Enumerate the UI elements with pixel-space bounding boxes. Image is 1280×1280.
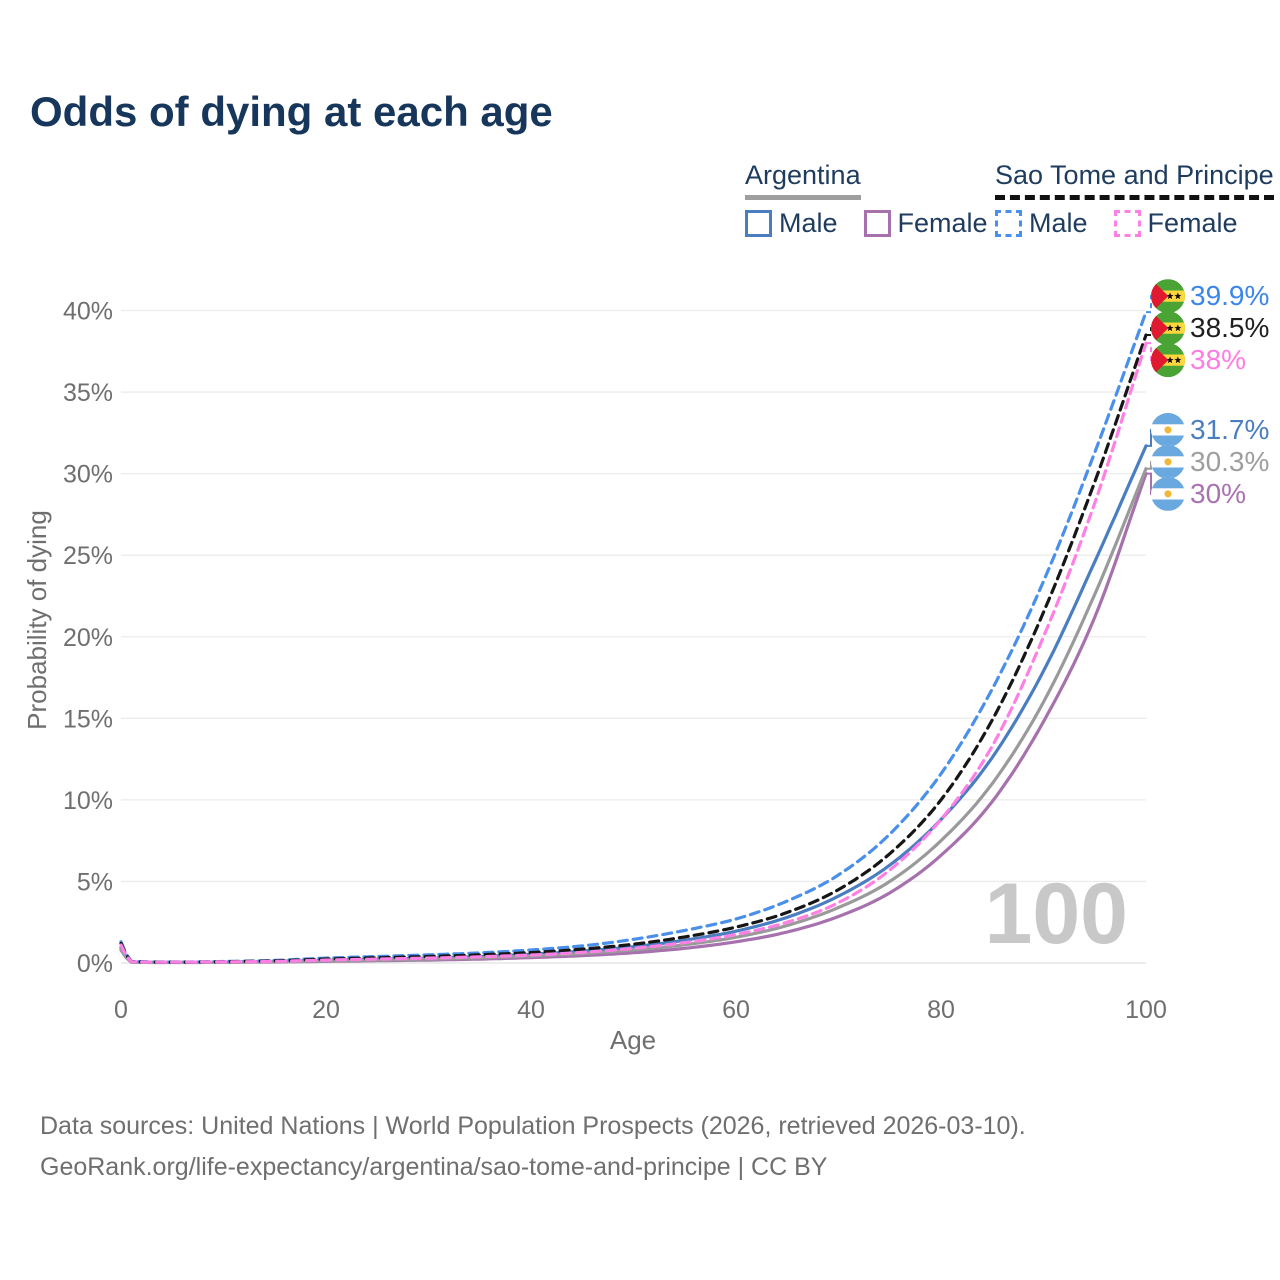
end-label-stp-female: 38% [1190, 344, 1246, 375]
attribution-text: GeoRank.org/life-expectancy/argentina/sa… [40, 1153, 828, 1181]
y-axis-tick-label: 10% [63, 787, 113, 815]
y-axis-tick-label: 0% [77, 950, 113, 978]
x-axis-tick-label: 0 [114, 996, 128, 1024]
argentina-flag-icon [1151, 444, 1185, 479]
x-axis-title: Age [610, 1025, 656, 1055]
footer: Data sources: United Nations | World Pop… [40, 1106, 1026, 1188]
argentina-female-swatch-icon [863, 210, 891, 237]
y-axis-tick-label: 15% [63, 705, 113, 733]
x-axis-tick-label: 40 [517, 996, 545, 1024]
end-label-arg-female: 30% [1190, 478, 1246, 509]
argentina-flag-icon [1151, 412, 1185, 447]
legend-item-sao-tome-male[interactable]: Male [995, 208, 1088, 239]
x-axis-tick-label: 60 [722, 996, 750, 1024]
end-label-arg-male: 31.7% [1190, 414, 1269, 445]
y-axis-tick-label: 35% [63, 379, 113, 407]
legend-item-label: Male [1029, 208, 1088, 238]
x-axis-tick-label: 80 [927, 996, 955, 1024]
sao-tome-female-swatch-icon [1113, 210, 1141, 237]
x-axis-tick-label: 20 [312, 996, 340, 1024]
sao-tome-and-principe-flag-icon [1151, 279, 1185, 314]
sao-tome-and-principe-flag-icon [1151, 343, 1185, 378]
legend-item-sao-tome-female[interactable]: Female [1113, 208, 1238, 239]
page-title: Odds of dying at each age [30, 88, 553, 135]
age-watermark: 100 [985, 866, 1129, 962]
y-axis-tick-label: 30% [63, 461, 113, 489]
legend-heading-sao-tome: Sao Tome and Principe [995, 160, 1274, 200]
y-axis-tick-label: 40% [63, 298, 113, 326]
legend-item-label: Female [897, 208, 988, 238]
sao-tome-and-principe-flag-icon [1151, 311, 1185, 346]
y-axis-title: Probability of dying [22, 510, 52, 730]
argentina-male-swatch-icon [745, 210, 772, 237]
data-sources-text: Data sources: United Nations | World Pop… [40, 1112, 1026, 1140]
end-label-stp-all: 38.5% [1190, 312, 1269, 343]
series-line-stp-female [119, 341, 1148, 964]
argentina-flag-icon [1151, 476, 1185, 511]
legend-group-argentina: Argentina Male Female [745, 160, 1014, 239]
sao-tome-male-swatch-icon [995, 210, 1022, 237]
y-axis-tick-label: 20% [63, 624, 113, 652]
legend-item-label: Female [1147, 208, 1238, 238]
y-axis-tick-label: 25% [63, 542, 113, 570]
y-axis-tick-label: 5% [77, 868, 113, 896]
legend-item-argentina-female[interactable]: Female [863, 208, 988, 239]
legend-heading-argentina: Argentina [745, 160, 861, 200]
x-axis-tick-label: 100 [1125, 996, 1167, 1024]
legend-group-sao-tome: Sao Tome and Principe Male Female [995, 160, 1274, 239]
end-label-arg-all: 30.3% [1190, 446, 1269, 477]
legend-item-argentina-male[interactable]: Male [745, 208, 838, 239]
end-label-connector-stp-female [1146, 342, 1154, 362]
legend-item-label: Male [779, 208, 838, 238]
end-label-stp-male: 39.9% [1190, 280, 1269, 311]
